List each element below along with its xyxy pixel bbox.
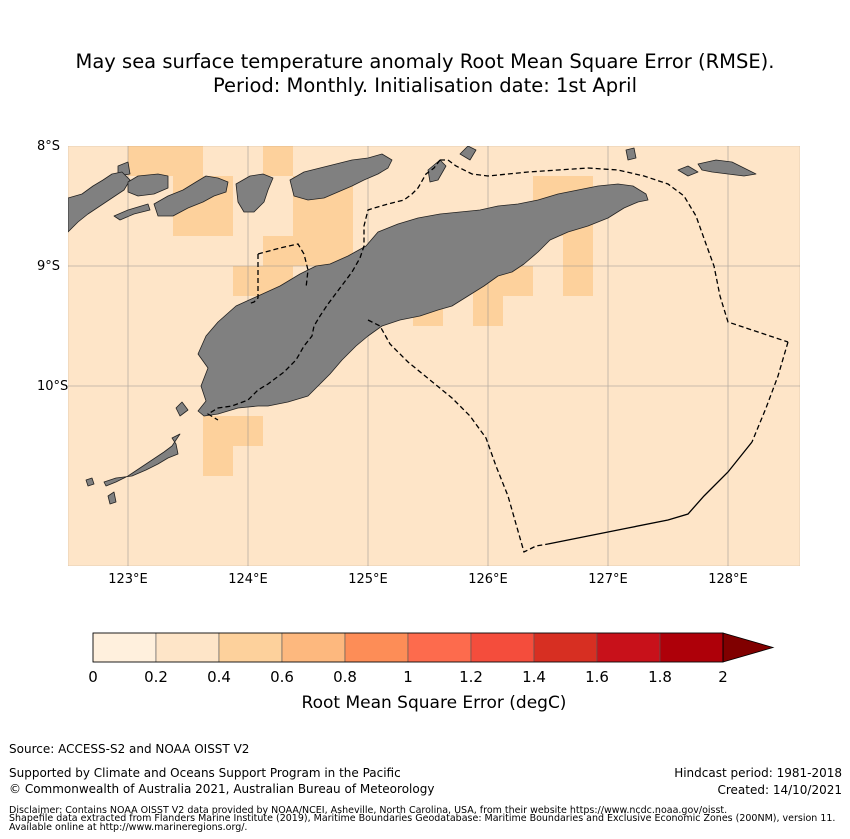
lon-tick-128e: 128°E <box>708 572 748 587</box>
colorbar-bin <box>533 632 598 663</box>
moa-island <box>697 159 757 177</box>
lon-tick-124e: 124°E <box>228 572 268 587</box>
colorbar-bin <box>470 632 535 663</box>
support-text: Supported by Climate and Oceans Support … <box>9 766 401 780</box>
lon-tick-123e: 123°E <box>108 572 148 587</box>
colorbar-bin <box>218 632 283 663</box>
colorbar-outline <box>92 632 724 663</box>
colorbar-tick: 1.2 <box>459 668 483 686</box>
atauro-island <box>459 146 477 161</box>
chart-title: May sea surface temperature anomaly Root… <box>0 50 850 98</box>
lon-tick-126e: 126°E <box>468 572 508 587</box>
solor-island <box>113 203 151 221</box>
colorbar-tick: 0 <box>88 668 98 686</box>
colorbar-extend-arrow <box>722 632 775 663</box>
ndao-island <box>85 477 95 487</box>
lon-tick-125e: 125°E <box>348 572 388 587</box>
colorbar <box>92 632 775 663</box>
colorbar-bin <box>659 632 724 663</box>
lat-tick-8s: 8°S <box>37 139 61 154</box>
savu-island <box>107 491 117 505</box>
rmse-map <box>68 146 800 566</box>
leti-island <box>677 165 699 177</box>
lembata-island <box>153 175 229 217</box>
alor-main-island <box>289 153 393 201</box>
colorbar-tick: 2 <box>718 668 728 686</box>
colorbar-bin <box>155 632 220 663</box>
colorbar-bins <box>92 632 724 663</box>
colorbar-tick: 1.8 <box>648 668 672 686</box>
adonara-island <box>127 173 169 197</box>
flores-east-island <box>68 171 131 233</box>
title-line-2: Period: Monthly. Initialisation date: 1s… <box>212 74 638 97</box>
colorbar-bin <box>596 632 661 663</box>
land-masses <box>68 146 757 505</box>
kisar-island <box>625 147 637 161</box>
colorbar-bin <box>92 632 157 663</box>
created-date: Created: 14/10/2021 <box>717 783 842 797</box>
hindcast-period: Hindcast period: 1981-2018 <box>674 766 842 780</box>
semau-island <box>175 401 189 417</box>
colorbar-label: Root Mean Square Error (degC) <box>301 693 567 713</box>
oecusse-boundary <box>247 243 309 305</box>
pantar-island <box>235 173 274 213</box>
lon-tick-127e: 127°E <box>588 572 628 587</box>
disclaimer-line-2: Shapefile data extracted from Flanders M… <box>9 813 836 824</box>
colorbar-bin <box>407 632 472 663</box>
lat-tick-10s: 10°S <box>37 379 69 394</box>
eez-solid <box>547 441 753 545</box>
copyright-text: © Commonwealth of Australia 2021, Austra… <box>9 782 435 796</box>
colorbar-bin <box>281 632 346 663</box>
title-line-1: May sea surface temperature anomaly Root… <box>75 50 775 73</box>
colorbar-tick: 0.8 <box>333 668 357 686</box>
colorbar-tick: 1 <box>403 668 413 686</box>
colorbar-tick: 1.4 <box>522 668 546 686</box>
eez-dashed <box>206 159 789 553</box>
colorbar-tick: 0.2 <box>144 668 168 686</box>
timor-island <box>197 183 649 417</box>
colorbar-tick: 0.6 <box>270 668 294 686</box>
source-text: Source: ACCESS-S2 and NOAA OISST V2 <box>9 742 250 756</box>
colorbar-tick: 0.4 <box>207 668 231 686</box>
rote-island <box>103 433 181 487</box>
eez-boundary <box>206 159 789 553</box>
disclaimer-line-3: Available online at http://www.marinereg… <box>9 822 248 833</box>
disclaimer-line-1: Disclaimer: Contains NOAA OISST V2 data … <box>9 805 728 816</box>
colorbar-tick: 1.6 <box>585 668 609 686</box>
colorbar-bin <box>344 632 409 663</box>
lat-tick-9s: 9°S <box>37 259 61 274</box>
